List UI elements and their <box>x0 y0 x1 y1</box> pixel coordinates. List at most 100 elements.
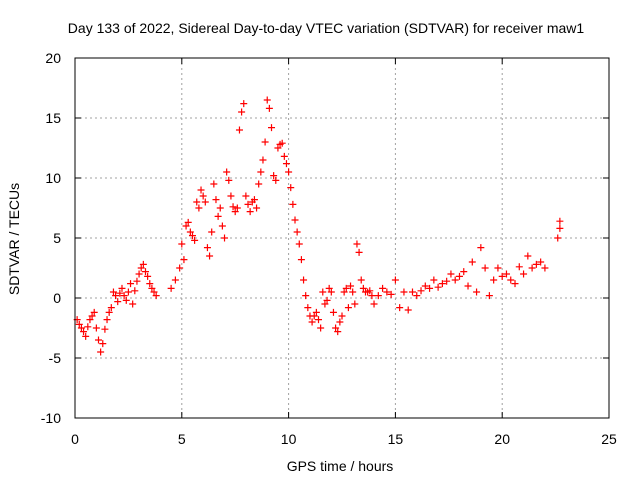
data-point <box>212 196 220 204</box>
data-point <box>246 208 254 216</box>
data-point <box>528 264 536 272</box>
data-point <box>447 270 455 278</box>
y-tick-label: 20 <box>45 50 61 66</box>
data-point <box>332 324 340 332</box>
data-point <box>554 234 562 242</box>
data-point <box>481 264 489 272</box>
data-point <box>274 144 282 152</box>
data-point <box>75 320 83 328</box>
data-point <box>133 277 141 285</box>
data-point <box>490 276 498 284</box>
y-tick-label: 5 <box>53 230 61 246</box>
data-point <box>253 204 261 212</box>
data-point <box>92 324 100 332</box>
plot-frame <box>74 57 610 419</box>
data-point <box>197 186 205 194</box>
data-point <box>404 306 412 314</box>
y-axis-label: SDTVAR / TECUs <box>6 183 22 295</box>
data-point <box>468 258 476 266</box>
data-point <box>278 139 286 147</box>
data-point <box>391 276 399 284</box>
data-point <box>261 138 269 146</box>
data-point <box>124 288 132 296</box>
data-point <box>349 288 357 296</box>
data-point <box>408 288 416 296</box>
data-point <box>116 289 124 297</box>
data-point <box>233 204 241 212</box>
data-point <box>400 288 408 296</box>
data-point <box>485 292 493 300</box>
data-point <box>325 284 333 292</box>
data-point <box>323 296 331 304</box>
data-point <box>357 276 365 284</box>
data-point <box>218 222 226 230</box>
data-point <box>263 96 271 104</box>
data-point <box>186 228 194 236</box>
data-point <box>255 180 263 188</box>
data-point <box>225 176 233 184</box>
data-point <box>473 288 481 296</box>
data-point <box>227 192 235 200</box>
data-point <box>351 300 359 308</box>
data-point <box>308 318 316 326</box>
y-tick-label: 10 <box>45 170 61 186</box>
data-point <box>112 292 120 300</box>
data-point <box>120 292 128 300</box>
data-point <box>317 324 325 332</box>
data-point <box>199 192 207 200</box>
data-point <box>184 218 192 226</box>
data-point <box>502 270 510 278</box>
data-point <box>327 288 335 296</box>
data-point <box>90 308 98 316</box>
data-point <box>259 156 267 164</box>
data-point <box>118 284 126 292</box>
data-point <box>129 300 137 308</box>
data-point <box>270 172 278 180</box>
data-point <box>191 236 199 244</box>
data-point <box>520 270 528 278</box>
data-point <box>289 200 297 208</box>
data-points <box>73 96 564 356</box>
data-point <box>291 216 299 224</box>
data-point <box>396 304 404 312</box>
data-point <box>413 292 421 300</box>
data-point <box>532 260 540 268</box>
data-point <box>97 348 105 356</box>
y-tick-label: -5 <box>49 350 62 366</box>
data-point <box>238 108 246 116</box>
data-point <box>148 284 156 292</box>
x-tick-label: 5 <box>178 431 186 447</box>
data-point <box>342 284 350 292</box>
data-point <box>86 316 94 324</box>
data-point <box>287 184 295 192</box>
data-point <box>195 204 203 212</box>
y-tick-label: 0 <box>53 290 61 306</box>
data-point <box>152 292 160 300</box>
data-point <box>370 300 378 308</box>
x-tick-label: 0 <box>71 431 79 447</box>
chart-title: Day 133 of 2022, Sidereal Day-to-day VTE… <box>68 20 585 36</box>
grid <box>75 58 609 418</box>
data-point <box>315 316 323 324</box>
data-point <box>122 296 130 304</box>
data-point <box>244 200 252 208</box>
data-point <box>221 234 229 242</box>
x-tick-label: 25 <box>601 431 617 447</box>
data-point <box>131 287 139 295</box>
data-point <box>137 264 145 272</box>
data-point <box>82 332 90 340</box>
data-point <box>321 300 329 308</box>
data-point <box>257 168 265 176</box>
data-point <box>272 176 280 184</box>
data-point <box>524 252 532 260</box>
data-point <box>99 340 107 348</box>
data-point <box>150 288 158 296</box>
data-point <box>344 304 352 312</box>
data-point <box>240 100 248 108</box>
data-point <box>347 282 355 290</box>
data-point <box>498 272 506 280</box>
data-point <box>477 244 485 252</box>
x-tick-label: 20 <box>494 431 510 447</box>
data-point <box>146 280 154 288</box>
data-point <box>135 270 143 278</box>
